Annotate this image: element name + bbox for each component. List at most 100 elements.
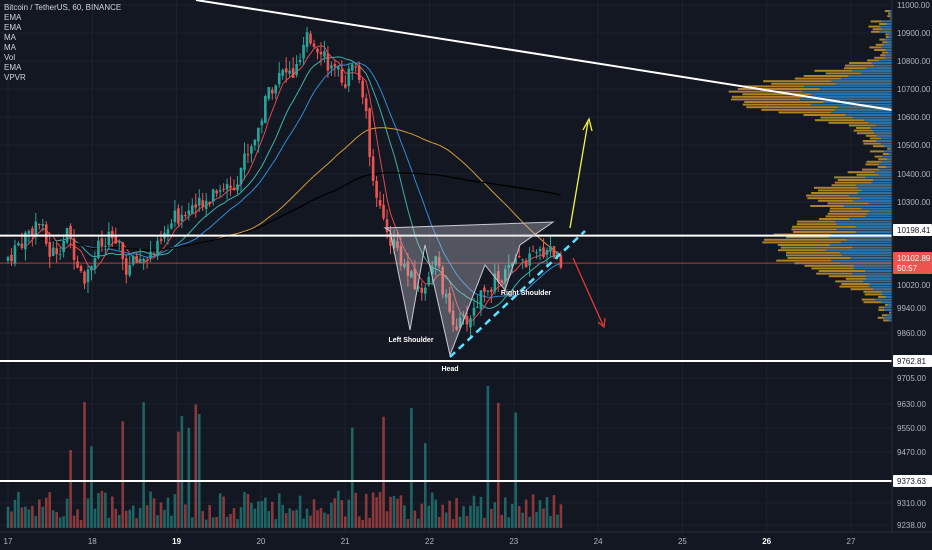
vpvr-bar-up	[886, 23, 892, 25]
candle-body	[354, 66, 358, 68]
candle-body	[48, 242, 52, 257]
vpvr-bar-up	[810, 103, 892, 106]
candle-body	[517, 255, 521, 258]
volume-bar	[145, 505, 149, 528]
symbol-title[interactable]: Bitcoin / TetherUS, 60, BINANCE	[4, 3, 122, 12]
volume-bar	[423, 442, 427, 528]
candle-body	[20, 243, 24, 248]
vpvr-bar-total	[881, 51, 892, 54]
candle-body	[267, 87, 271, 99]
candle-body	[441, 267, 444, 295]
indicator-ma-1[interactable]: MA	[4, 33, 16, 42]
candle-body	[270, 89, 274, 94]
candle-body	[514, 258, 517, 264]
volume-bar	[13, 499, 17, 528]
candle-body	[173, 210, 177, 222]
volume-bar	[72, 515, 76, 528]
volume-bar	[371, 492, 375, 528]
vpvr-bar-up	[888, 319, 892, 322]
vpvr-bar-total	[847, 171, 892, 174]
price-axis[interactable]: 11000.00 10900.00 10800.00 10700.00 10600.00…	[891, 0, 932, 550]
vpvr-bar-total	[763, 80, 892, 83]
vpvr-bar-total	[848, 124, 892, 127]
indicator-vol[interactable]: Vol	[4, 53, 16, 62]
candle-body	[117, 241, 121, 243]
candle-body	[340, 69, 344, 83]
candle-body	[444, 293, 448, 298]
indicator-ema-1[interactable]: EMA	[4, 13, 22, 22]
volume-bar	[556, 514, 559, 528]
vpvr-bar-total	[811, 267, 892, 270]
volume-bar	[337, 490, 340, 528]
candle-body	[430, 266, 434, 274]
candle-body	[309, 33, 312, 44]
vpvr-bar-up	[885, 296, 892, 298]
volume-bar	[58, 517, 62, 528]
candle-body	[107, 231, 111, 245]
volume-bar	[104, 492, 107, 528]
indicator-ema-3[interactable]: EMA	[4, 63, 22, 72]
volume-bar	[545, 497, 549, 528]
candle-body	[535, 252, 538, 254]
vpvr-bar-total	[785, 254, 892, 257]
candle-body	[100, 238, 104, 247]
head-label: Head	[441, 366, 458, 373]
vpvr-bar-up	[886, 41, 892, 44]
volume-bar	[437, 516, 441, 528]
vpvr-bar-up	[881, 301, 892, 304]
inverse-head-shoulders-pattern[interactable]: Left Shoulder Head Right Shoulder	[383, 117, 606, 373]
candle-body	[246, 154, 250, 156]
candle-body	[427, 276, 431, 285]
vpvr-bar-total	[877, 166, 892, 168]
vpvr-bar-total	[849, 62, 892, 64]
vpvr-bar-up	[889, 15, 892, 18]
candle-body	[486, 290, 490, 292]
candle-body	[406, 261, 410, 276]
vpvr-bar-up	[881, 46, 892, 49]
candle-body	[128, 265, 132, 276]
indicator-ma-2[interactable]: MA	[4, 43, 16, 52]
vpvr-bar-up	[859, 197, 892, 200]
vpvr-bar-up	[851, 272, 892, 275]
price-tick: 9630.00	[897, 400, 926, 409]
price-tick: 10500.00	[897, 141, 931, 150]
vpvr-bar-up	[871, 62, 892, 64]
volume-bar	[27, 509, 31, 528]
date-axis[interactable]: 17 18 19 20 21 22 23 24 25 26 27	[0, 531, 932, 550]
date-tick: 21	[341, 537, 350, 546]
indicator-ema-2[interactable]: EMA	[4, 23, 22, 32]
vpvr-bar-up	[888, 153, 892, 155]
vpvr-bar-total	[737, 88, 892, 90]
candle-body	[62, 240, 65, 253]
volume-bar	[152, 498, 156, 528]
vpvr-bar-up	[829, 236, 892, 239]
price-axis-bg	[892, 0, 932, 550]
vpvr-bar-up	[851, 69, 892, 72]
vpvr-bar-up	[865, 176, 892, 179]
vpvr-bar-up	[852, 246, 892, 249]
candle-body	[211, 189, 215, 202]
vpvr-bar-up	[881, 160, 892, 163]
price-tick: 10800.00	[897, 57, 931, 66]
vpvr-bar-up	[856, 184, 892, 187]
candle-body	[72, 238, 76, 260]
horizontal-levels[interactable]	[0, 0, 893, 482]
volume-bar	[451, 519, 455, 528]
vpvr-bar-up	[884, 306, 892, 309]
indicator-vpvr[interactable]: VPVR	[4, 73, 26, 82]
vpvr-bar-total	[804, 264, 892, 267]
vpvr-bar-up	[831, 111, 892, 114]
price-tick: 10020.00	[897, 281, 931, 290]
vpvr-bar-total	[780, 246, 892, 249]
candle-body	[361, 80, 364, 98]
candle-body	[156, 240, 159, 257]
vpvr-bar-total	[837, 179, 892, 181]
vpvr-bar-up	[875, 124, 892, 127]
candle-body	[542, 247, 545, 258]
candle-body	[184, 215, 187, 217]
volume-bar	[517, 506, 521, 528]
indicator-legend: Bitcoin / TetherUS, 60, BINANCE EMA EMA …	[4, 3, 121, 83]
volume-bar	[83, 402, 86, 528]
volume-bar	[281, 504, 285, 528]
